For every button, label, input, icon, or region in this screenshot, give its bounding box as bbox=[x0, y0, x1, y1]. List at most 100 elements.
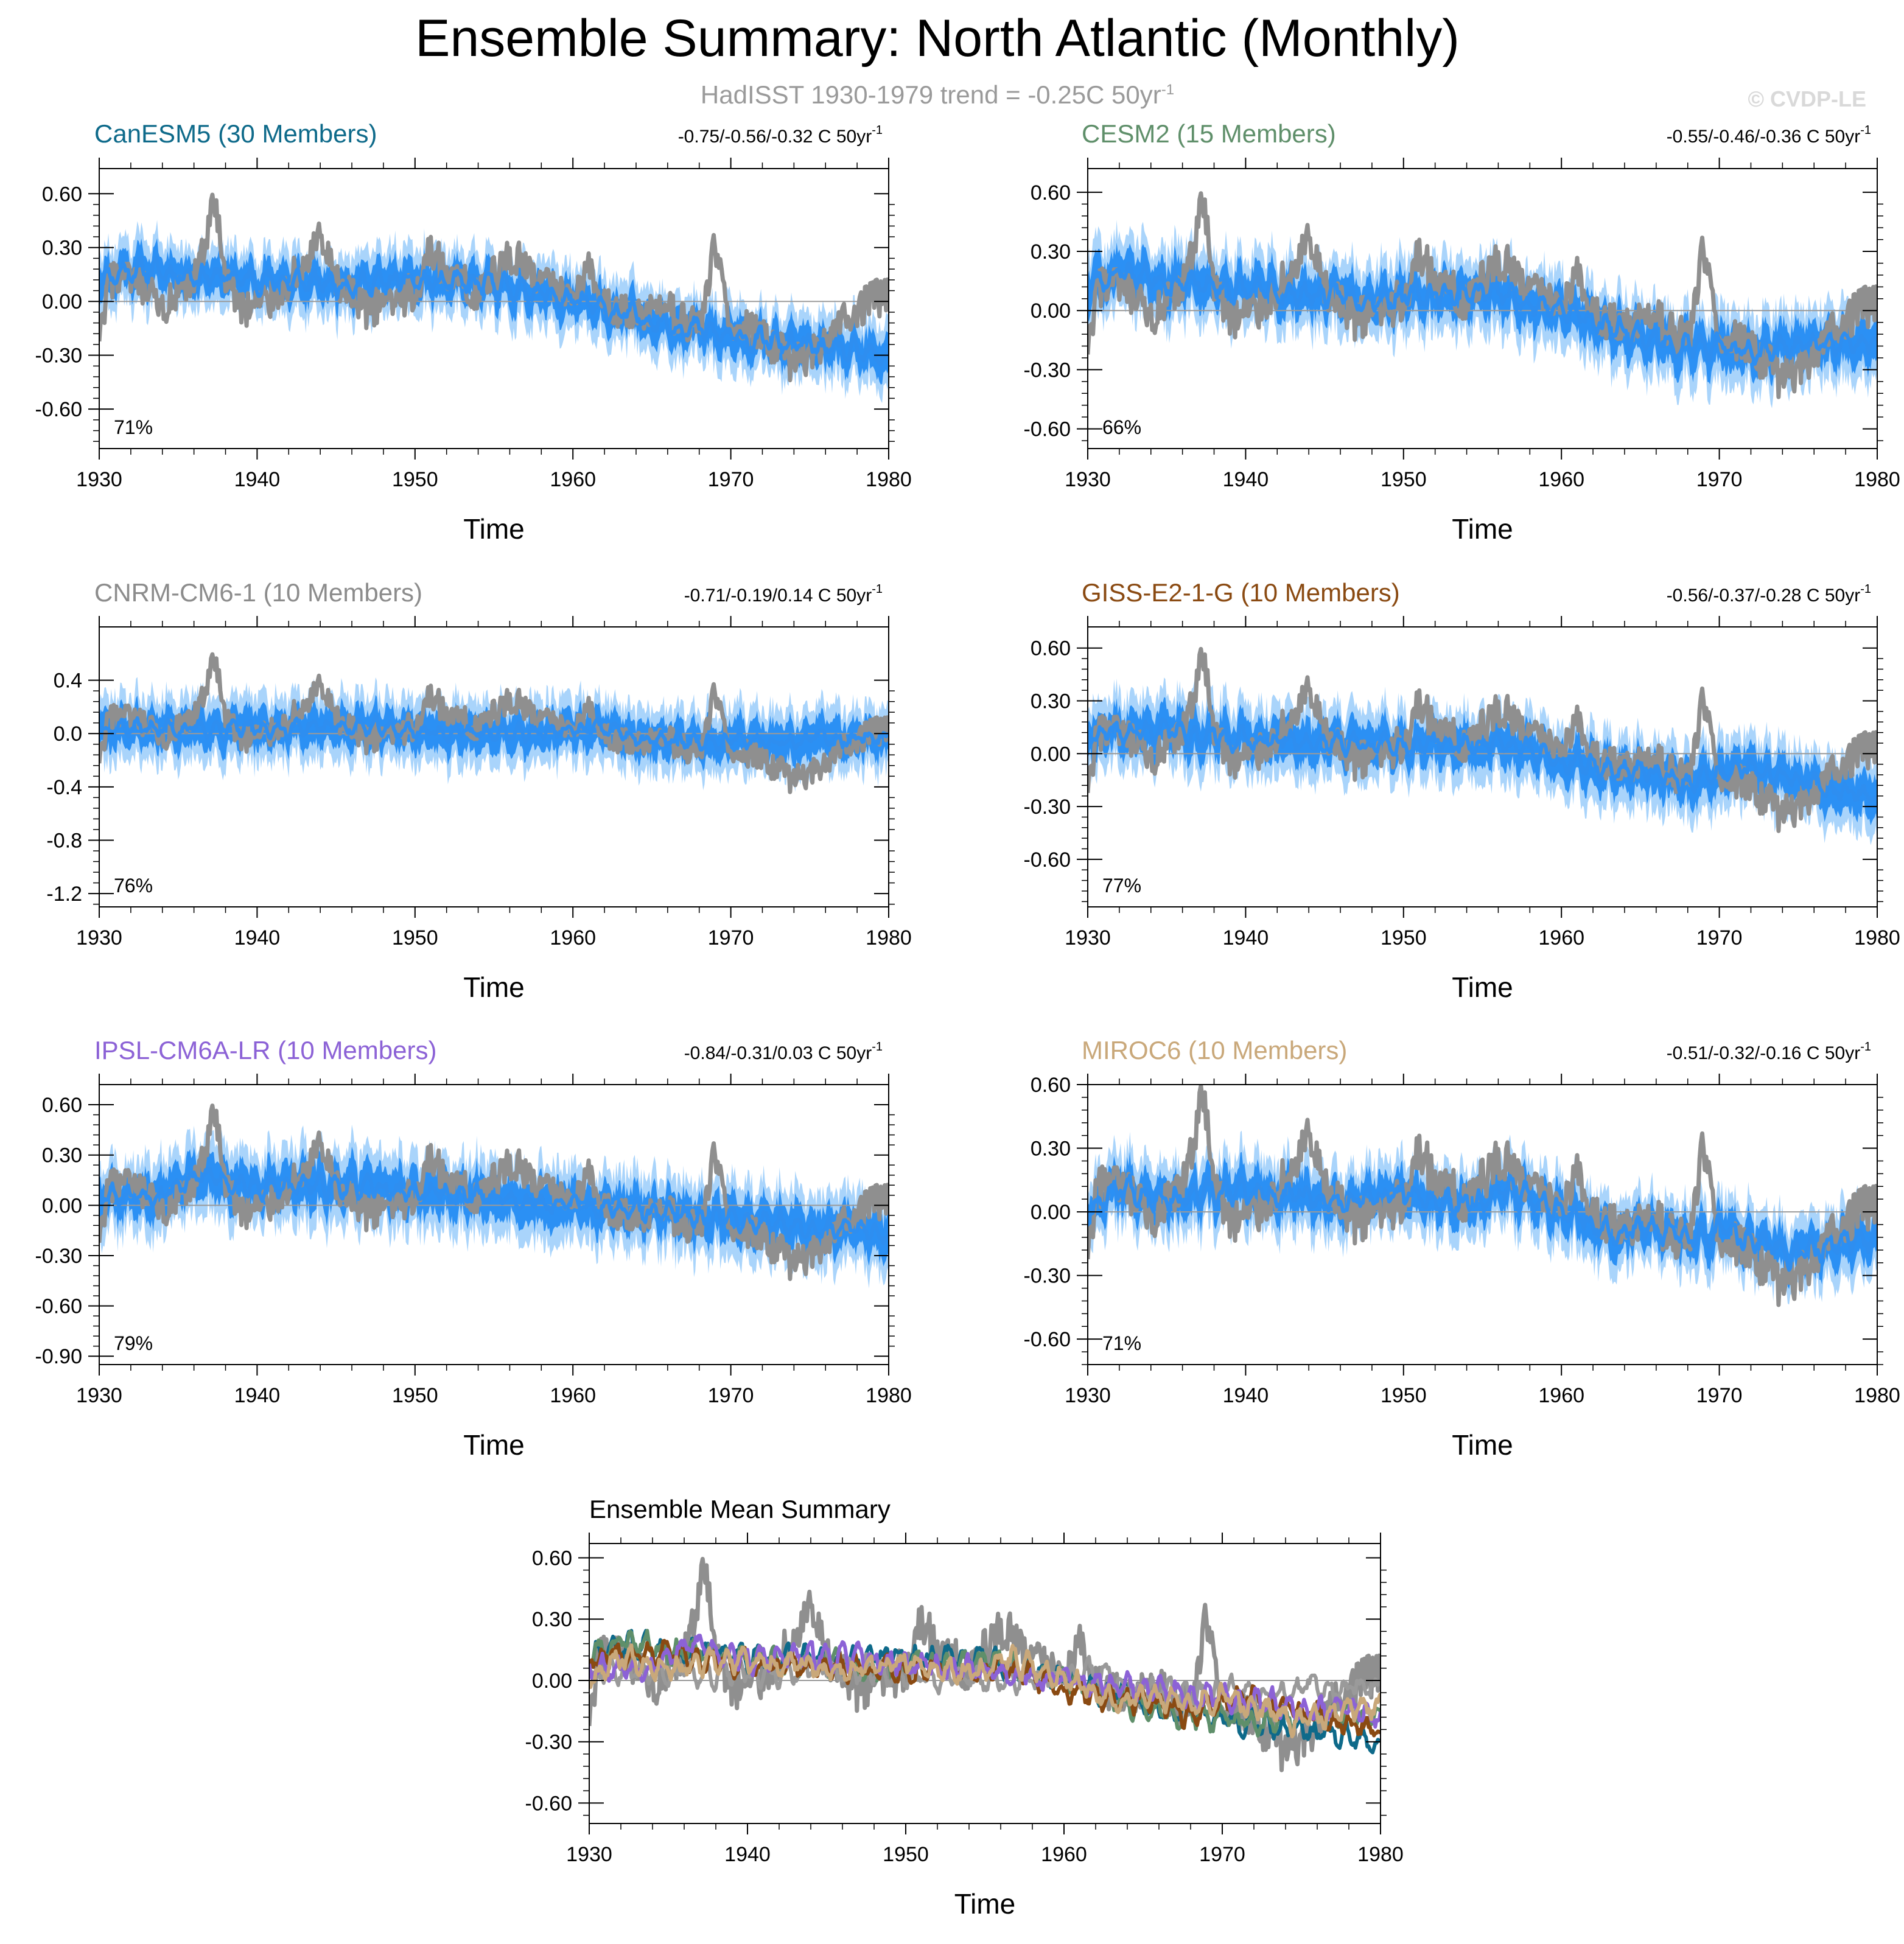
y-tick-label: 0.00 bbox=[42, 290, 82, 313]
x-axis-title: Time bbox=[1452, 1429, 1513, 1461]
x-axis-title: Time bbox=[463, 513, 525, 545]
x-tick-label: 1980 bbox=[1854, 926, 1900, 949]
y-tick-label: -0.90 bbox=[35, 1345, 83, 1368]
series-line-miroc6 bbox=[589, 1643, 1381, 1739]
panel-title: GISS-E2-1-G (10 Members) bbox=[1082, 578, 1400, 607]
chart-ipsl: 0.60 0.30 0.00 -0.30 -0.60 -0.90 1930 1940 1950 1… bbox=[35, 1036, 912, 1461]
y-tick-label: 0.00 bbox=[532, 1670, 572, 1693]
plot-area bbox=[99, 1103, 889, 1288]
x-tick-label: 1980 bbox=[866, 1384, 912, 1407]
watermark: © CVDP-LE bbox=[1748, 86, 1866, 111]
figure-title: Ensemble Summary: North Atlantic (Monthl… bbox=[415, 9, 1460, 68]
ensemble-range-light bbox=[1088, 220, 1877, 408]
plot-area bbox=[99, 652, 889, 794]
x-tick-label: 1940 bbox=[234, 468, 281, 491]
x-tick-label: 1930 bbox=[1065, 1384, 1111, 1407]
y-tick-label: -0.60 bbox=[1024, 848, 1071, 872]
x-tick-label: 1930 bbox=[1065, 468, 1111, 491]
y-tick-label: 0.4 bbox=[54, 670, 82, 693]
panel-title: MIROC6 (10 Members) bbox=[1082, 1036, 1347, 1065]
x-tick-label: 1950 bbox=[392, 468, 438, 491]
y-tick-label: -0.30 bbox=[35, 344, 83, 368]
y-tick-label: 0.30 bbox=[532, 1608, 572, 1631]
y-tick-label: 0.0 bbox=[54, 722, 82, 746]
x-tick-label: 1960 bbox=[550, 1384, 596, 1407]
ensemble-range-light bbox=[99, 220, 889, 404]
x-axis-title: Time bbox=[1452, 971, 1513, 1003]
ensemble-mean-line bbox=[1088, 260, 1877, 366]
x-tick-label: 1980 bbox=[1854, 468, 1900, 491]
x-tick-label: 1960 bbox=[1041, 1843, 1087, 1866]
trend-superscript: -1 bbox=[1860, 582, 1871, 596]
observations-line bbox=[1088, 191, 1877, 399]
x-axis-title: Time bbox=[463, 971, 525, 1003]
plot-area bbox=[1088, 1085, 1877, 1307]
ensemble-mean-line bbox=[1088, 1173, 1877, 1272]
percent-label: 79% bbox=[114, 1332, 153, 1354]
trend-label: -0.56/-0.37/-0.28 C 50yr-1 bbox=[1667, 582, 1871, 606]
observations-line bbox=[1088, 646, 1877, 833]
percent-label: 71% bbox=[114, 416, 153, 438]
x-tick-label: 1940 bbox=[724, 1843, 771, 1866]
x-tick-label: 1970 bbox=[1696, 468, 1743, 491]
observations-line bbox=[99, 652, 889, 794]
plot-frame bbox=[1087, 626, 1878, 907]
x-tick-label: 1950 bbox=[883, 1843, 929, 1866]
plot-area bbox=[1088, 646, 1877, 845]
y-tick-label: -0.30 bbox=[525, 1731, 573, 1754]
plot-area bbox=[1088, 191, 1877, 408]
x-axis-title: Time bbox=[463, 1429, 525, 1461]
panel-title: CanESM5 (30 Members) bbox=[94, 119, 377, 148]
observations-line bbox=[99, 1103, 889, 1281]
y-tick-label: -0.30 bbox=[35, 1245, 83, 1268]
y-tick-label: -0.30 bbox=[1024, 1265, 1071, 1288]
x-tick-label: 1930 bbox=[566, 1843, 612, 1866]
x-tick-label: 1940 bbox=[1223, 468, 1269, 491]
trend-superscript: -1 bbox=[872, 124, 883, 137]
chart-ensemble-mean-summary: 0.60 0.30 0.00 -0.30 -0.60 1930 1940 1950 1960 19… bbox=[525, 1495, 1404, 1920]
x-tick-label: 1980 bbox=[866, 926, 912, 949]
x-tick-label: 1960 bbox=[1538, 926, 1584, 949]
x-tick-label: 1960 bbox=[1538, 468, 1584, 491]
x-tick-label: 1930 bbox=[76, 1384, 122, 1407]
plot-area bbox=[99, 192, 889, 404]
plot-frame bbox=[1087, 168, 1878, 449]
panel-title: CNRM-CM6-1 (10 Members) bbox=[94, 578, 422, 607]
y-tick-label: 0.60 bbox=[532, 1547, 572, 1570]
figure-subtitle: HadISST 1930-1979 trend = -0.25C 50yr-1 bbox=[0, 80, 1875, 110]
y-tick-label: 0.60 bbox=[1031, 181, 1071, 205]
y-tick-label: 0.60 bbox=[1031, 637, 1071, 660]
trend-superscript: -1 bbox=[1860, 124, 1871, 137]
x-tick-label: 1970 bbox=[708, 926, 754, 949]
ensemble-mean-line bbox=[99, 256, 889, 367]
x-tick-label: 1970 bbox=[708, 1384, 754, 1407]
x-tick-label: 1970 bbox=[1199, 1843, 1245, 1866]
x-tick-label: 1960 bbox=[1538, 1384, 1584, 1407]
trend-superscript: -1 bbox=[872, 582, 883, 596]
x-tick-label: 1930 bbox=[76, 468, 122, 491]
trend-label: -0.75/-0.56/-0.32 C 50yr-1 bbox=[678, 124, 883, 147]
plot-frame bbox=[99, 168, 889, 449]
x-tick-label: 1980 bbox=[1854, 1384, 1900, 1407]
x-tick-label: 1980 bbox=[866, 468, 912, 491]
y-tick-label: 0.30 bbox=[1031, 690, 1071, 713]
panel-title: IPSL-CM6A-LR (10 Members) bbox=[94, 1036, 436, 1065]
panel-title: CESM2 (15 Members) bbox=[1082, 119, 1336, 148]
ensemble-mean-line bbox=[99, 715, 889, 753]
x-tick-label: 1940 bbox=[1223, 926, 1269, 949]
y-tick-label: -0.8 bbox=[46, 829, 82, 852]
percent-label: 71% bbox=[1102, 1332, 1141, 1354]
y-tick-label: -0.4 bbox=[46, 776, 82, 799]
x-tick-label: 1930 bbox=[1065, 926, 1111, 949]
percent-label: 66% bbox=[1102, 416, 1141, 438]
y-tick-label: -1.2 bbox=[46, 883, 82, 906]
y-tick-label: -0.60 bbox=[1024, 1328, 1071, 1351]
y-tick-label: -0.60 bbox=[1024, 418, 1071, 441]
y-tick-label: 0.30 bbox=[42, 1144, 82, 1167]
y-tick-label: -0.30 bbox=[1024, 795, 1071, 819]
y-tick-label: 0.60 bbox=[42, 1094, 82, 1117]
y-tick-label: 0.00 bbox=[1031, 1201, 1071, 1224]
ensemble-mean-line bbox=[99, 1166, 889, 1245]
ensemble-mean-line bbox=[1088, 718, 1877, 803]
